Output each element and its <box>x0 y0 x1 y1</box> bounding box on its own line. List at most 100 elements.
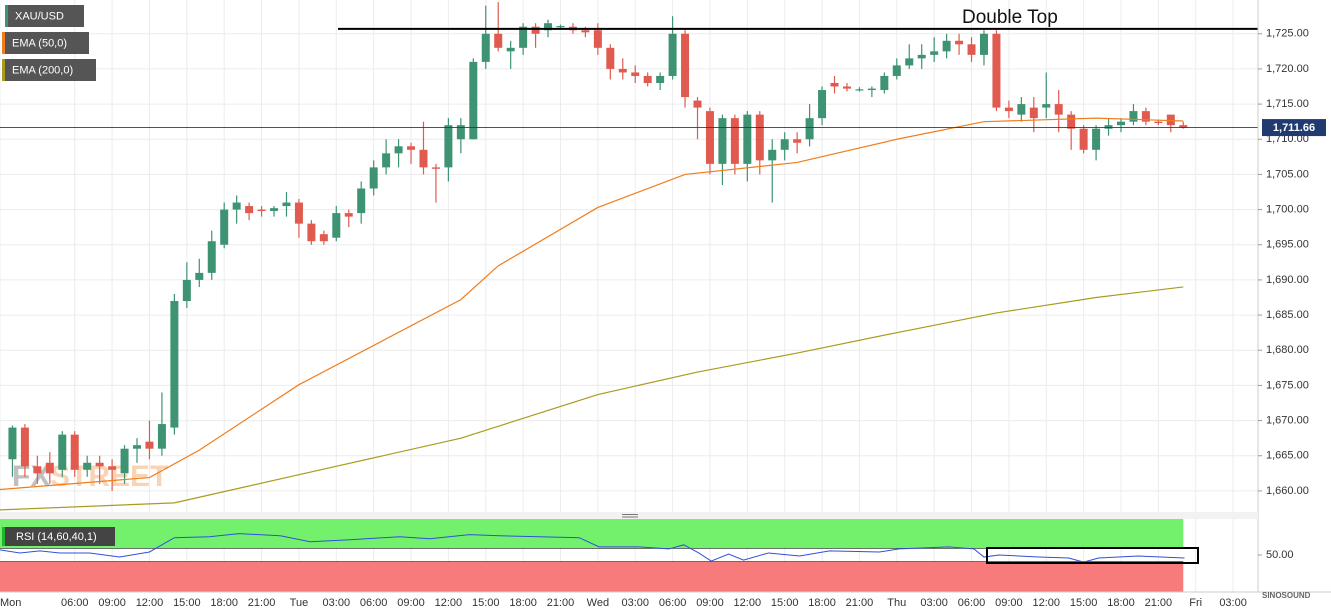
candle-body <box>618 68 627 73</box>
candle-body <box>431 167 440 169</box>
y-tick-label: 1,700.00 <box>1266 203 1309 215</box>
candle-body <box>357 188 366 214</box>
y-tick-label: 1,710.00 <box>1266 133 1309 145</box>
y-tick-label: 1,665.00 <box>1266 450 1309 462</box>
legend-box <box>2 527 115 546</box>
candle-body <box>394 146 403 154</box>
x-tick-label: 15:00 <box>472 597 500 609</box>
x-tick-label: 18:00 <box>808 597 836 609</box>
candle-body <box>830 82 839 87</box>
candle-body <box>668 33 677 76</box>
candle-body <box>407 146 416 150</box>
candle-body <box>232 202 241 210</box>
candle-body <box>755 114 764 161</box>
candle-body <box>95 462 104 467</box>
ema-line <box>0 286 1184 511</box>
candle-body <box>892 65 901 76</box>
x-tick-label: 09:00 <box>696 597 724 609</box>
candle-body <box>705 111 714 164</box>
candle-body <box>20 427 29 467</box>
candle-body <box>855 89 864 91</box>
candle-body <box>1141 111 1150 122</box>
watermark-street: STREET <box>50 460 168 493</box>
candle-body <box>282 202 291 207</box>
x-tick-label: Wed <box>587 597 609 609</box>
candle-body <box>1116 121 1125 126</box>
x-tick-label: 21:00 <box>846 597 874 609</box>
candle-body <box>1166 114 1175 126</box>
candle-body <box>606 47 615 69</box>
candle-body <box>456 125 465 140</box>
candle-body <box>344 213 353 217</box>
candle-body <box>170 301 179 428</box>
y-tick-label: 1,660.00 <box>1266 485 1309 497</box>
x-tick-label: 09:00 <box>98 597 126 609</box>
legend-swatch <box>2 59 5 81</box>
y-tick-label: 1,670.00 <box>1266 414 1309 426</box>
candle-body <box>1054 104 1063 115</box>
x-tick-label: 06:00 <box>659 597 687 609</box>
candle-body <box>693 100 702 108</box>
candle-body <box>120 448 129 474</box>
candle-body <box>743 114 752 164</box>
legend-text: XAU/USD <box>15 10 64 22</box>
candle-body <box>581 30 590 33</box>
candle-body <box>133 445 142 449</box>
y-tick-label: 1,715.00 <box>1266 98 1309 110</box>
candle-body <box>917 54 926 59</box>
y-tick-label: 1,695.00 <box>1266 239 1309 251</box>
candle-body <box>245 206 254 214</box>
candle-body <box>294 202 303 224</box>
candle-body <box>880 75 889 91</box>
x-tick-label: 09:00 <box>995 597 1023 609</box>
x-tick-label: 18:00 <box>1107 597 1135 609</box>
x-tick-label: 12:00 <box>1032 597 1060 609</box>
x-tick-label: 09:00 <box>397 597 425 609</box>
x-tick-label: 06:00 <box>958 597 986 609</box>
legend-box <box>5 5 84 27</box>
plot <box>0 2 1258 592</box>
candle-body <box>70 434 79 470</box>
candle-body <box>1067 114 1076 129</box>
candle-body <box>593 30 602 48</box>
candle-body <box>481 33 490 62</box>
candle-body <box>207 241 216 273</box>
logo: SINOSOUND <box>1262 591 1311 600</box>
x-tick-label: 03:00 <box>1219 597 1247 609</box>
candle-body <box>8 427 17 460</box>
candle-body <box>319 234 328 242</box>
candle-body <box>1004 107 1013 112</box>
candle-body <box>992 33 1001 108</box>
candle-body <box>506 47 515 52</box>
candle-body <box>444 125 453 168</box>
legend-box <box>2 59 96 81</box>
last-price-label: 1,711.66 <box>1273 122 1315 134</box>
x-tick-label: 12:00 <box>734 597 762 609</box>
candle-body <box>145 441 154 449</box>
x-tick-label: 21:00 <box>547 597 575 609</box>
candle-body <box>257 209 266 211</box>
x-tick-label: Fri <box>1189 597 1202 609</box>
candle-body <box>1042 104 1051 108</box>
candle-body <box>979 33 988 55</box>
legend-box <box>2 32 89 54</box>
candle-body <box>867 88 876 91</box>
candle-body <box>1179 125 1188 128</box>
candle-body <box>780 139 789 150</box>
legend-price: XAU/USD <box>5 5 84 27</box>
last-price-tag <box>1262 119 1326 137</box>
x-tick-label: Mon <box>0 597 21 609</box>
y-tick-label: 1,685.00 <box>1266 309 1309 321</box>
x-tick-label: 15:00 <box>1070 597 1098 609</box>
y-tick-label: 1,675.00 <box>1266 379 1309 391</box>
candle-body <box>519 26 528 48</box>
candle-body <box>33 466 42 474</box>
ema-line <box>0 117 1184 491</box>
x-tick-label: Tue <box>290 597 309 609</box>
x-tick-label: 21:00 <box>1145 597 1173 609</box>
candle-body <box>730 118 739 164</box>
candle-body <box>643 75 652 83</box>
x-tick-label: 18:00 <box>210 597 238 609</box>
candle-body <box>1154 121 1163 124</box>
candle-body <box>1129 111 1138 122</box>
